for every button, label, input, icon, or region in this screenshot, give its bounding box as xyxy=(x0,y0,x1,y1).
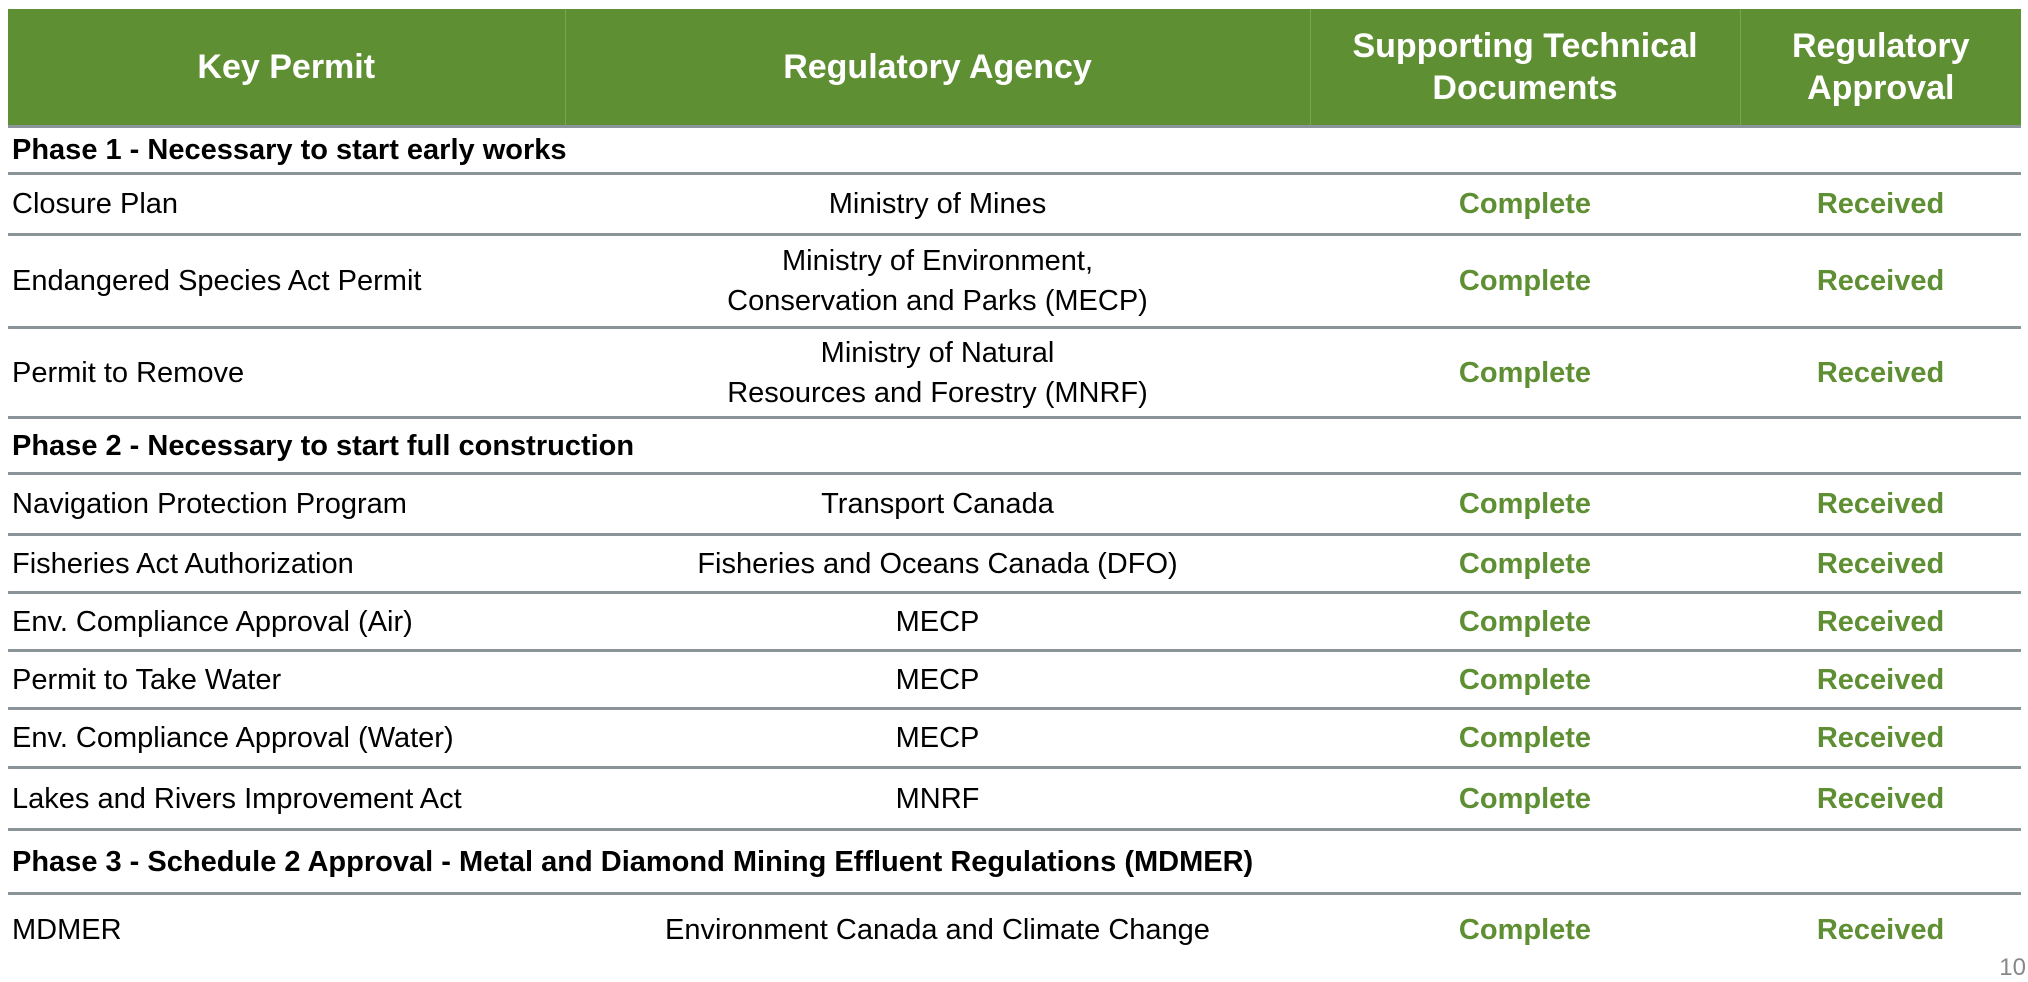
table-row: Fisheries Act Authorization Fisheries an… xyxy=(8,534,2021,594)
permit-cell: Navigation Protection Program xyxy=(8,473,565,536)
table-row: Navigation Protection Program Transport … xyxy=(8,473,2021,536)
permit-cell: MDMER xyxy=(12,914,122,947)
header-docs: Supporting Technical Documents xyxy=(1309,9,1740,128)
agency-cell: MECP xyxy=(565,592,1310,652)
approval-status: Received xyxy=(1740,473,2021,536)
docs-status: Complete xyxy=(1310,234,1740,329)
table-row: Env. Compliance Approval (Water) MECP Co… xyxy=(8,708,2021,769)
phase-title: Phase 3 - Schedule 2 Approval - Metal an… xyxy=(8,829,2021,895)
table-row: Permit to Take Water MECP Complete Recei… xyxy=(8,650,2021,710)
agency-line: Resources and Forestry (MNRF) xyxy=(727,376,1148,409)
phase-title: Phase 1 - Necessary to start early works xyxy=(8,126,2021,175)
approval-status: Received xyxy=(1740,592,2021,652)
permit-cell: Permit to Remove xyxy=(8,327,565,419)
approval-status: Received xyxy=(1740,534,2021,594)
docs-status: Complete xyxy=(1310,327,1740,419)
approval-status: Received xyxy=(1740,767,2021,831)
docs-status: Complete xyxy=(1310,173,1740,236)
phase-row: Phase 3 - Schedule 2 Approval - Metal an… xyxy=(8,829,2021,895)
agency-cell: MNRF xyxy=(565,767,1310,831)
docs-status: Complete xyxy=(1310,650,1740,710)
phase-row: Phase 1 - Necessary to start early works xyxy=(8,126,2021,175)
agency-cell: MECP xyxy=(565,708,1310,769)
table-row: Closure Plan Ministry of Mines Complete … xyxy=(8,173,2021,236)
table-row: Lakes and Rivers Improvement Act MNRF Co… xyxy=(8,767,2021,831)
header-row: Key Permit Regulatory Agency Supporting … xyxy=(8,9,2021,128)
approval-status: Received xyxy=(1740,650,2021,710)
permit-cell: Fisheries Act Authorization xyxy=(8,534,565,594)
page-number: 10 xyxy=(1999,954,2026,981)
docs-status: Complete xyxy=(1310,708,1740,769)
approval-status: Received xyxy=(1740,234,2021,329)
agency-line: Ministry of Environment, xyxy=(781,245,1094,277)
table-row: Env. Compliance Approval (Air) MECP Comp… xyxy=(8,592,2021,652)
phase-title: Phase 2 - Necessary to start full constr… xyxy=(8,417,2021,475)
agency-cell: Ministry of Mines xyxy=(565,173,1310,236)
agency-cell: Ministry of Natural Resources and Forestr… xyxy=(565,327,1310,419)
permit-cell: Endangered Species Act Permit xyxy=(8,234,565,329)
docs-status: Complete xyxy=(1458,914,1592,947)
agency-cell: Transport Canada xyxy=(565,473,1310,536)
docs-status: Complete xyxy=(1310,534,1740,594)
approval-status: Received xyxy=(1816,914,1945,947)
permit-cell: Env. Compliance Approval (Water) xyxy=(8,708,565,769)
docs-status: Complete xyxy=(1310,473,1740,536)
header-key-permit: Key Permit xyxy=(8,9,565,128)
approval-status: Received xyxy=(1740,173,2021,236)
permit-cell: Env. Compliance Approval (Air) xyxy=(8,592,565,652)
agency-cell: MECP xyxy=(565,650,1310,710)
header-agency: Regulatory Agency xyxy=(564,9,1310,128)
agency-cell: Environment Canada and Climate Change xyxy=(665,914,1210,947)
docs-status: Complete xyxy=(1310,592,1740,652)
docs-status: Complete xyxy=(1310,767,1740,831)
agency-line: Conservation and Parks (MECP) xyxy=(727,285,1148,317)
header-approval: Regulatory Approval xyxy=(1739,9,2021,128)
table-row: Permit to Remove Ministry of Natural Reso… xyxy=(8,327,2021,419)
table-row: MDMER Environment Canada and Climate Cha… xyxy=(8,894,2021,966)
agency-cell: Fisheries and Oceans Canada (DFO) xyxy=(565,534,1310,594)
agency-line: Ministry of Natural xyxy=(820,336,1055,369)
table-row: Endangered Species Act Permit Ministry o… xyxy=(8,234,2021,329)
permit-cell: Closure Plan xyxy=(8,173,565,236)
approval-status: Received xyxy=(1740,327,2021,419)
approval-status: Received xyxy=(1740,708,2021,769)
permit-cell: Permit to Take Water xyxy=(8,650,565,710)
permit-cell: Lakes and Rivers Improvement Act xyxy=(8,767,565,831)
phase-row: Phase 2 - Necessary to start full constr… xyxy=(8,417,2021,475)
permits-table: Key Permit Regulatory Agency Supporting … xyxy=(8,9,2021,966)
agency-cell: Ministry of Environment, Conservation and… xyxy=(565,234,1310,329)
